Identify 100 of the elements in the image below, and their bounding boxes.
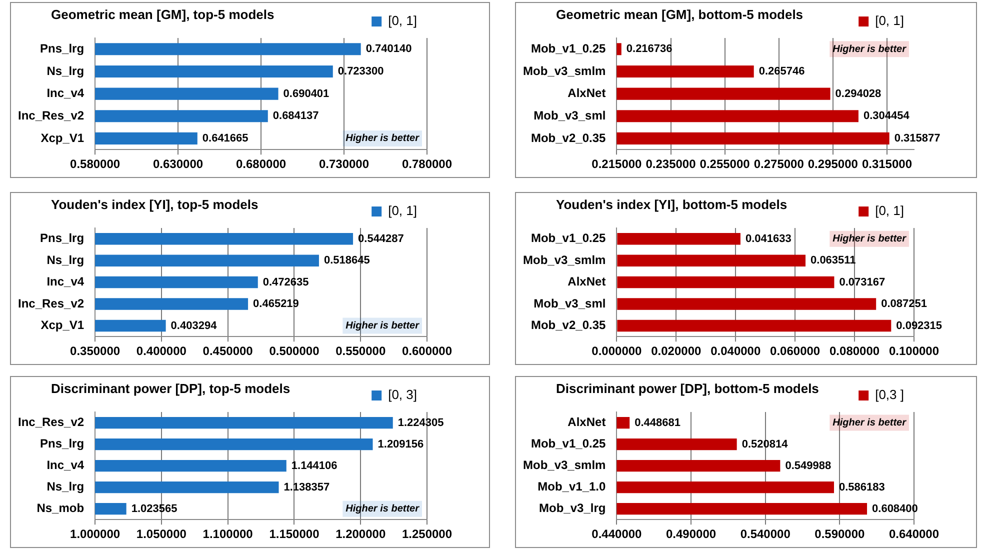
x-tick-label: 0.100000 — [888, 344, 940, 358]
x-tick-label: 0.080000 — [830, 344, 880, 358]
annotation: Higher is better — [346, 133, 420, 144]
annotation: Higher is better — [346, 320, 420, 332]
y-tick-label: AlxNet — [568, 415, 606, 430]
data-label: 0.465219 — [253, 298, 299, 310]
legend-label: [0, 3] — [388, 387, 418, 402]
bar — [617, 232, 740, 245]
x-tick-label: 0.730000 — [318, 157, 370, 172]
legend-label: [0, 1] — [875, 203, 904, 218]
x-tick-label: 0.315000 — [862, 157, 912, 172]
chart-title: Youden's index [YI], bottom-5 models — [556, 197, 788, 212]
x-tick-label: 0.640000 — [888, 527, 940, 542]
data-label: 0.608400 — [872, 502, 918, 515]
y-tick-label: Ns_lrg — [46, 64, 84, 78]
legend-label: [0, 1] — [388, 13, 418, 28]
y-tick-label: AlxNet — [568, 86, 606, 100]
x-tick-label: 0.780000 — [402, 157, 452, 172]
data-label: 0.723300 — [338, 66, 384, 78]
y-tick-label: Mob_v3_smlm — [522, 458, 606, 472]
x-tick-label: 0.580000 — [70, 157, 120, 172]
chart-title: Geometric mean [GM], top-5 models — [51, 7, 274, 22]
x-tick-label: 0.040000 — [710, 344, 761, 358]
legend-label: [0, 1] — [388, 203, 418, 218]
y-tick-label: Pns_lrg — [40, 41, 84, 56]
annotation: Higher is better — [832, 418, 908, 429]
data-label: 0.448681 — [634, 416, 680, 429]
y-tick-label: Inc_v4 — [46, 458, 84, 472]
data-label: 0.641665 — [202, 132, 248, 144]
y-tick-label: Mob_v1_0.25 — [530, 41, 606, 56]
y-tick-label: Ns_mob — [36, 501, 84, 516]
data-label: 0.041633 — [745, 232, 792, 245]
x-tick-label: 1.150000 — [269, 527, 320, 542]
bar — [617, 298, 876, 310]
x-tick-label: 0.350000 — [70, 344, 120, 358]
y-tick-label: Pns_lrg — [40, 436, 84, 451]
x-tick-label: 0.550000 — [336, 344, 386, 358]
bar — [617, 276, 834, 288]
data-label: 0.586183 — [839, 481, 885, 494]
y-tick-label: Mob_v3_smlm — [522, 64, 606, 78]
y-tick-label: Mob_v1_1.0 — [538, 480, 606, 494]
data-label: 0.087251 — [881, 298, 927, 310]
y-tick-label: Mob_v3_sml — [534, 108, 606, 122]
y-tick-label: Mob_v2_0.35 — [530, 318, 606, 332]
x-tick-label: 1.000000 — [70, 527, 120, 542]
data-label: 0.403294 — [170, 320, 218, 332]
legend-label: [0, 1] — [875, 13, 904, 28]
bar — [617, 320, 892, 332]
data-label: 0.472635 — [262, 276, 309, 288]
x-tick-label: 0.590000 — [814, 527, 866, 542]
y-tick-label: Mob_v3_smlm — [522, 252, 606, 267]
y-tick-label: Inc_v4 — [46, 274, 84, 289]
x-tick-label: 0.255000 — [700, 157, 750, 172]
annotation: Higher is better — [832, 44, 908, 55]
data-label: 0.265746 — [758, 66, 805, 78]
y-tick-label: Ns_lrg — [46, 480, 84, 494]
x-tick-label: 0.450000 — [202, 344, 254, 358]
y-tick-label: Pns_lrg — [40, 231, 84, 246]
data-label: 0.544287 — [358, 232, 404, 245]
x-tick-label: 1.250000 — [402, 527, 452, 542]
x-tick-label: 1.100000 — [202, 527, 254, 542]
x-tick-label: 0.060000 — [770, 344, 820, 358]
data-label: 0.063511 — [810, 254, 856, 267]
x-tick-label: 0.540000 — [740, 527, 791, 542]
y-tick-label: Mob_v3_sml — [534, 296, 606, 310]
annotation: Higher is better — [832, 234, 908, 245]
bar — [617, 254, 806, 266]
x-tick-label: 0.275000 — [754, 157, 804, 172]
data-label: 0.304454 — [863, 110, 910, 122]
data-label: 0.294028 — [835, 88, 882, 100]
x-tick-label: 1.050000 — [136, 527, 187, 542]
data-label: 0.315877 — [894, 132, 940, 144]
y-tick-label: Xcp_V1 — [40, 318, 84, 332]
data-label: 1.138357 — [284, 481, 330, 494]
x-tick-label: 0.490000 — [666, 527, 716, 542]
data-label: 1.224305 — [398, 416, 444, 429]
y-tick-label: Inc_v4 — [46, 86, 84, 100]
data-label: 0.684137 — [272, 110, 319, 122]
y-tick-label: Mob_v3_lrg — [539, 501, 606, 516]
data-label: 0.549988 — [785, 460, 832, 472]
x-tick-label: 0.440000 — [592, 527, 642, 542]
data-label: 0.073167 — [839, 276, 886, 288]
x-tick-label: 0.020000 — [651, 344, 702, 358]
x-tick-label: 0.600000 — [402, 344, 452, 358]
annotation: Higher is better — [346, 504, 420, 515]
x-tick-label: 0.235000 — [646, 157, 696, 172]
y-tick-label: Mob_v2_0.35 — [530, 130, 606, 145]
data-label: 0.518645 — [324, 254, 370, 267]
chart-title: Discriminant power [DP], bottom-5 models — [556, 381, 819, 396]
x-tick-label: 1.200000 — [336, 527, 386, 542]
x-tick-label: 0.630000 — [153, 157, 204, 172]
x-tick-label: 0.400000 — [136, 344, 187, 358]
data-label: 1.023565 — [131, 502, 178, 515]
chart-title: Geometric mean [GM], bottom-5 models — [556, 7, 804, 22]
y-tick-label: Xcp_V1 — [40, 130, 84, 145]
chart-title: Discriminant power [DP], top-5 models — [51, 381, 290, 396]
data-label: 0.216736 — [626, 43, 672, 56]
data-label: 0.740140 — [366, 43, 412, 56]
x-tick-label: 0.500000 — [269, 344, 320, 358]
y-tick-label: Inc_Res_v2 — [18, 296, 84, 310]
